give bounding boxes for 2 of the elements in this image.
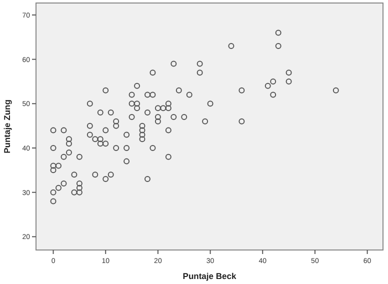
y-axis-title: Puntaje Zung	[2, 100, 12, 154]
x-axis-title: Puntaje Beck	[182, 271, 236, 281]
